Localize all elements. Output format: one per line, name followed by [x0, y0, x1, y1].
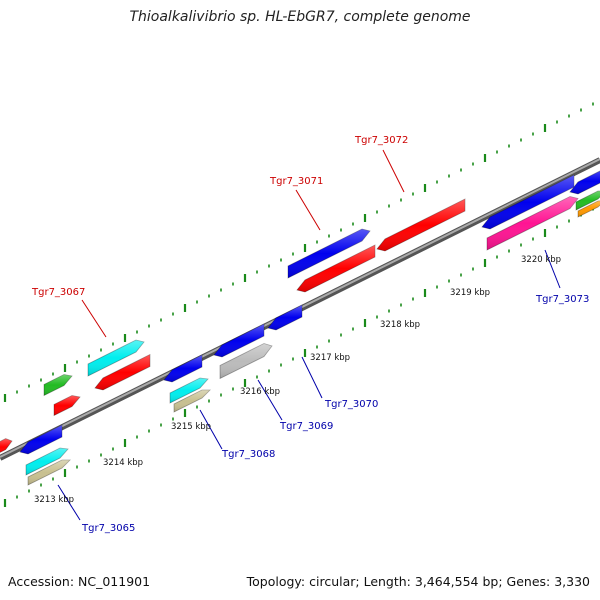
feature-reverse-shade — [20, 425, 62, 454]
genome-track-view: Tgr7_3067 Tgr7_3071 Tgr7_3072 Tgr7_3065 Tgr7… — [0, 102, 600, 534]
leader-tgr7-3070 — [301, 356, 323, 399]
scale-label: 3219 kbp — [450, 288, 490, 298]
reverse-gene-label: Tgr7_3068 — [221, 449, 275, 460]
feature-reverse-shade — [487, 196, 578, 250]
leader-tgr7-3071 — [295, 189, 321, 231]
feature-forward-shade — [54, 395, 80, 416]
feature-reverse-shade — [170, 378, 208, 403]
topology-text: Topology: circular; Length: 3,464,554 bp… — [246, 574, 590, 589]
scale-label: 3220 kbp — [521, 255, 561, 265]
feature-reverse-shade — [28, 460, 70, 485]
scale-label: 3216 kbp — [240, 387, 280, 397]
feature-reverse-shade — [570, 171, 600, 194]
feature-forward-shade — [88, 340, 144, 376]
tick-marks — [3, 102, 594, 507]
feature-reverse-shade — [174, 390, 210, 412]
scale-label: 3217 kbp — [310, 353, 350, 363]
leader-tgr7-3073 — [544, 249, 561, 289]
feature-forward-shade — [377, 199, 465, 251]
forward-gene-label: Tgr7_3067 — [31, 287, 85, 298]
scale-label: 3213 kbp — [34, 495, 74, 505]
leader-tgr7-3067 — [81, 299, 107, 338]
feature-reverse-shade — [26, 448, 68, 475]
feature-reverse-shade — [578, 200, 600, 217]
forward-gene-label: Tgr7_3072 — [354, 135, 408, 146]
labels: Tgr7_3067 Tgr7_3071 Tgr7_3072 Tgr7_3065 Tgr7… — [31, 135, 589, 534]
feature-reverse-shade — [214, 324, 264, 357]
map-title: Thioalkalivibrio sp. HL-EbGR7, complete … — [129, 9, 471, 25]
feature-forward-shade — [297, 245, 375, 292]
label-leaders — [57, 149, 561, 521]
feature-reverse-shade — [220, 343, 272, 379]
leader-tgr7-3068 — [199, 409, 223, 450]
leader-tgr7-3072 — [382, 149, 405, 193]
feature-forward-shade — [95, 354, 150, 390]
reverse-gene-label: Tgr7_3070 — [324, 399, 378, 410]
reverse-gene-label: Tgr7_3069 — [279, 421, 333, 432]
leader-tgr7-3069 — [257, 379, 283, 421]
reverse-gene-label: Tgr7_3065 — [81, 523, 135, 534]
scale-label: 3215 kbp — [171, 422, 211, 432]
leader-tgr7-3065 — [57, 484, 81, 521]
feature-reverse-shade — [576, 191, 600, 210]
feature-forward-shade — [0, 438, 12, 453]
feature-reverse-shade — [482, 175, 574, 229]
feature-reverse-shade — [164, 355, 202, 382]
accession-text: Accession: NC_011901 — [8, 574, 151, 589]
reverse-gene-label: Tgr7_3073 — [535, 294, 589, 305]
feature-forward-shade — [288, 229, 370, 278]
gene-features — [0, 170, 600, 486]
feature-forward-shade — [44, 374, 72, 396]
scale-label: 3214 kbp — [103, 458, 143, 468]
scale-label: 3218 kbp — [380, 320, 420, 330]
feature-reverse-shade — [268, 305, 302, 330]
forward-gene-label: Tgr7_3071 — [269, 176, 323, 187]
